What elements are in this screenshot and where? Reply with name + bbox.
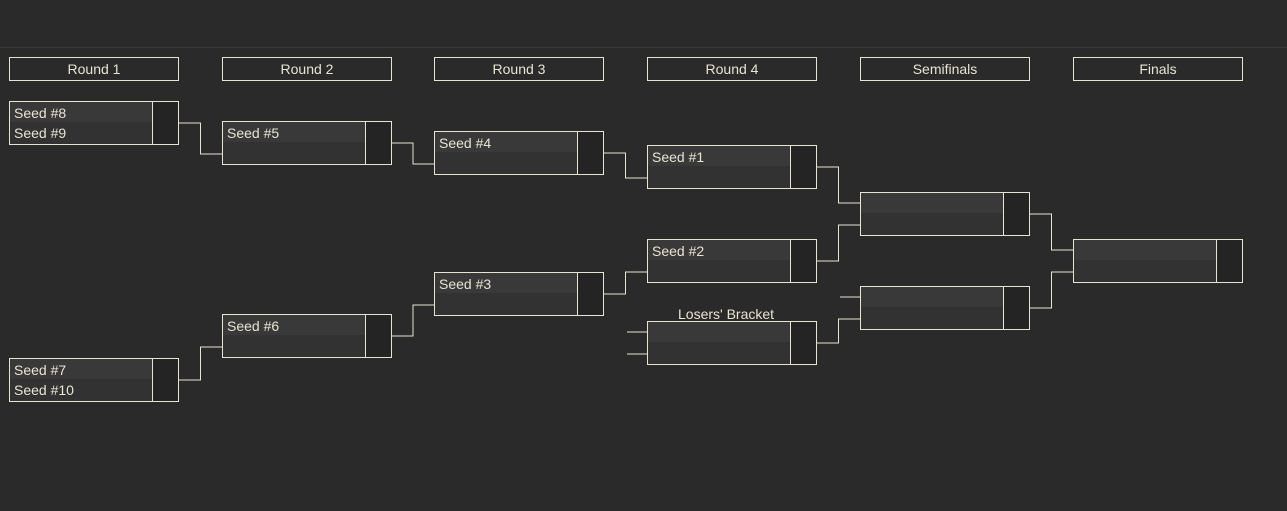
bracket-page: Round 1 Round 2 Round 3 Round 4 Semifinals Fi… xyxy=(0,0,1287,511)
match-slot-score xyxy=(577,152,603,174)
match-slot-score xyxy=(577,293,603,315)
match-slot-score xyxy=(1003,287,1029,308)
match-slot-name xyxy=(648,322,790,343)
round-header: Round 3 xyxy=(434,57,604,81)
match-slot-name: Seed #4 xyxy=(435,132,577,153)
match-r2m2[interactable]: Seed #6 xyxy=(222,314,392,358)
round-header: Round 2 xyxy=(222,57,392,81)
match-fm1[interactable] xyxy=(1073,239,1243,283)
match-slot-score xyxy=(152,122,178,144)
match-slot-name xyxy=(223,142,365,164)
round-header: Round 4 xyxy=(647,57,817,81)
match-slot-score xyxy=(790,322,816,343)
match-slot-name xyxy=(1074,260,1216,282)
match-slot-name: Seed #8 xyxy=(10,102,152,123)
match-slot-score xyxy=(365,335,391,357)
match-r3m1[interactable]: Seed #4 xyxy=(434,131,604,175)
match-slot-score xyxy=(365,315,391,336)
match-slot-name xyxy=(648,260,790,282)
match-slot-score xyxy=(790,260,816,282)
top-divider xyxy=(0,47,1287,48)
match-slot-score xyxy=(152,102,178,123)
match-slot-score xyxy=(790,240,816,261)
match-slot-name xyxy=(861,287,1003,308)
match-slot-score xyxy=(790,146,816,167)
round-header-label: Finals xyxy=(1139,61,1176,77)
match-slot-name xyxy=(861,213,1003,235)
match-slot-score xyxy=(790,342,816,364)
match-slot-name xyxy=(648,166,790,188)
match-r3m2[interactable]: Seed #3 xyxy=(434,272,604,316)
match-slot-score xyxy=(365,142,391,164)
match-sfm1[interactable] xyxy=(860,192,1030,236)
match-slot-name xyxy=(1074,240,1216,261)
match-slot-score xyxy=(152,359,178,380)
match-slot-name: Seed #3 xyxy=(435,273,577,294)
match-slot-score xyxy=(1003,213,1029,235)
match-slot-name: Seed #6 xyxy=(223,315,365,336)
match-slot-name xyxy=(435,293,577,315)
match-r1m2[interactable]: Seed #7Seed #10 xyxy=(9,358,179,402)
round-header-label: Semifinals xyxy=(913,61,978,77)
match-slot-name xyxy=(223,335,365,357)
round-header-label: Round 1 xyxy=(68,61,121,77)
match-r4m2[interactable]: Seed #2 xyxy=(647,239,817,283)
match-slot-name: Seed #9 xyxy=(10,122,152,144)
match-slot-score xyxy=(1216,260,1242,282)
match-slot-score xyxy=(1003,193,1029,214)
match-slot-name xyxy=(861,193,1003,214)
match-slot-score xyxy=(152,379,178,401)
match-slot-name xyxy=(861,307,1003,329)
round-header-label: Round 4 xyxy=(706,61,759,77)
match-sfm2[interactable] xyxy=(860,286,1030,330)
round-header-label: Round 3 xyxy=(493,61,546,77)
match-slot-score xyxy=(1003,307,1029,329)
match-slot-name: Seed #7 xyxy=(10,359,152,380)
match-slot-score xyxy=(790,166,816,188)
round-header: Semifinals xyxy=(860,57,1030,81)
match-r2m1[interactable]: Seed #5 xyxy=(222,121,392,165)
round-header: Round 1 xyxy=(9,57,179,81)
match-slot-name: Seed #10 xyxy=(10,379,152,401)
match-slot-name xyxy=(648,342,790,364)
losers-bracket-label: Losers' Bracket xyxy=(678,306,774,322)
match-slot-score xyxy=(577,132,603,153)
match-slot-name xyxy=(435,152,577,174)
match-r4m3[interactable] xyxy=(647,321,817,365)
match-slot-name: Seed #5 xyxy=(223,122,365,143)
match-slot-score xyxy=(365,122,391,143)
match-slot-name: Seed #1 xyxy=(648,146,790,167)
match-slot-score xyxy=(577,273,603,294)
round-header: Finals xyxy=(1073,57,1243,81)
match-slot-name: Seed #2 xyxy=(648,240,790,261)
match-slot-score xyxy=(1216,240,1242,261)
match-r4m1[interactable]: Seed #1 xyxy=(647,145,817,189)
match-r1m1[interactable]: Seed #8Seed #9 xyxy=(9,101,179,145)
round-header-label: Round 2 xyxy=(281,61,334,77)
